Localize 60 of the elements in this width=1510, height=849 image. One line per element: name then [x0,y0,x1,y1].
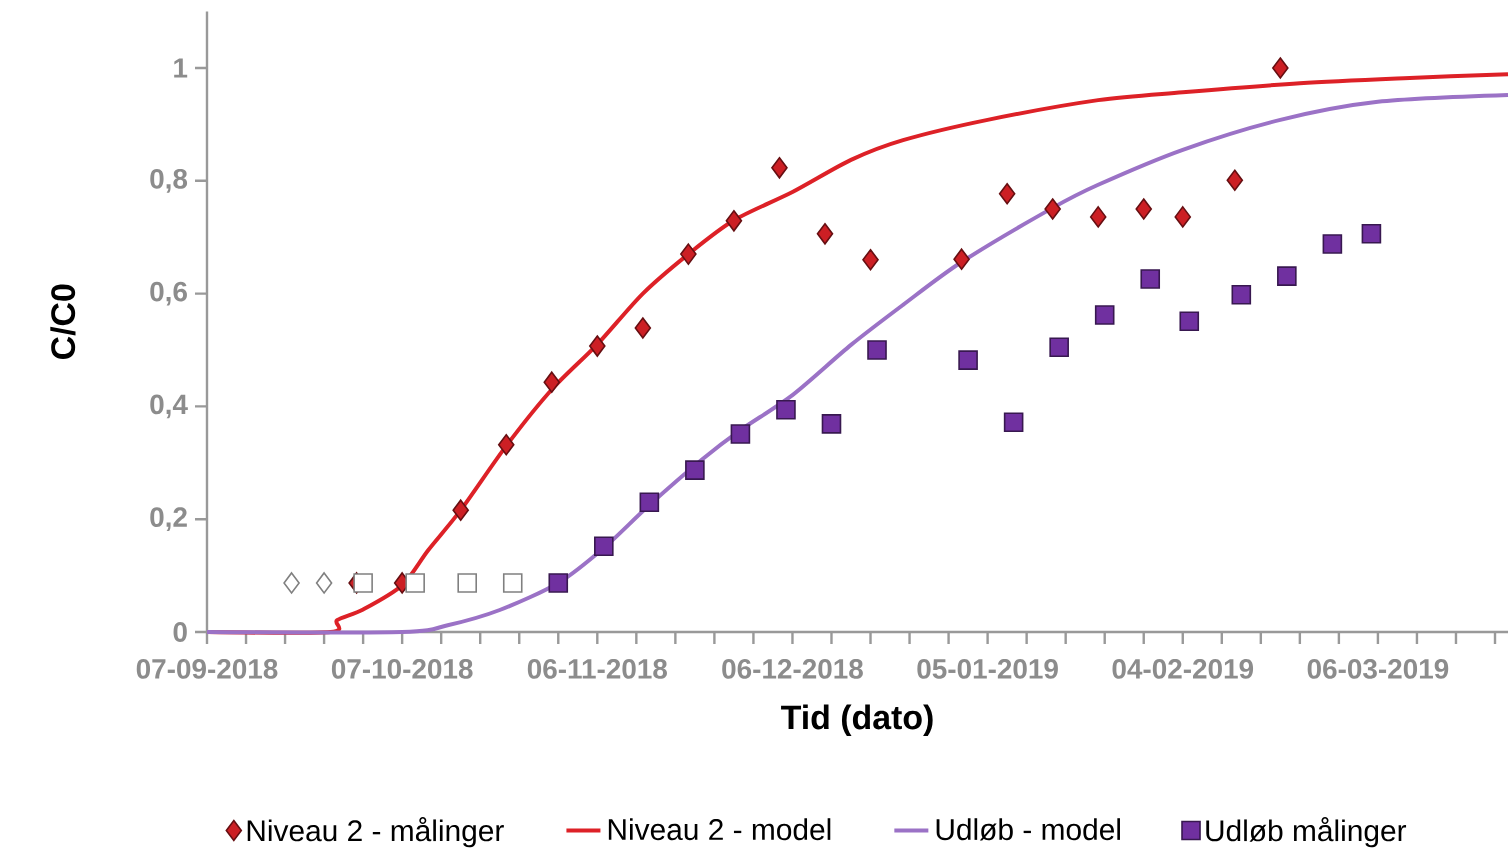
point [725,210,743,232]
x-axis-title: Tid (dato) [781,704,933,737]
y-tick-label: 1 [174,58,188,78]
y-tick-label: 0,4 [150,394,188,419]
point [405,573,425,593]
x-tick-label: 07-09-2018 [136,659,278,679]
point [1272,57,1289,79]
point [502,573,523,593]
x-tick-label: 04-02-2019 [1112,659,1254,679]
point [1049,337,1069,357]
x-tick-label: 06-11-2018 [527,659,667,679]
point [685,460,705,480]
point [1277,266,1297,286]
point [315,572,333,594]
point [776,399,796,420]
y-tick-label: 0 [173,622,187,642]
point [1322,234,1343,254]
y-axis-title: C/C0 [50,284,76,360]
point [1231,284,1252,305]
point [452,499,469,521]
point [1089,206,1107,228]
x-tick-label: 06-03-2019 [1307,659,1449,679]
point [680,243,697,265]
point [1094,305,1115,325]
point [867,340,887,360]
point [1226,169,1244,192]
point [639,492,660,513]
point [543,371,561,393]
point [862,248,879,271]
point [771,157,788,179]
point [1140,269,1161,289]
point [821,414,842,434]
x-tick-label: 07-10-2018 [331,659,473,679]
point [283,572,300,594]
point [1179,311,1200,332]
legend-label: Udløb - model [936,818,1120,841]
point [497,433,515,456]
x-tick-label: 06-12-2018 [722,659,863,679]
point [816,223,834,245]
point [730,424,751,444]
point [953,248,970,270]
legend-label: Niveau 2 - model [608,818,831,841]
point [1361,224,1382,244]
point [634,317,652,339]
point [548,573,569,593]
point [589,335,606,357]
point [1174,206,1192,228]
y-tick-label: 0,2 [150,507,187,532]
y-tick-label: 0,8 [150,168,188,193]
point [998,182,1016,205]
point [353,573,373,593]
legend-label: Udløb målinger [1206,816,1407,848]
point [594,536,614,557]
point [958,350,978,370]
point [1003,412,1024,432]
point [1135,198,1153,220]
x-tick-label: 05-01-2019 [917,659,1058,679]
legend-label: Niveau 2 - målinger [247,816,504,848]
y-tick-label: 0,6 [150,281,187,306]
point [1044,198,1061,220]
